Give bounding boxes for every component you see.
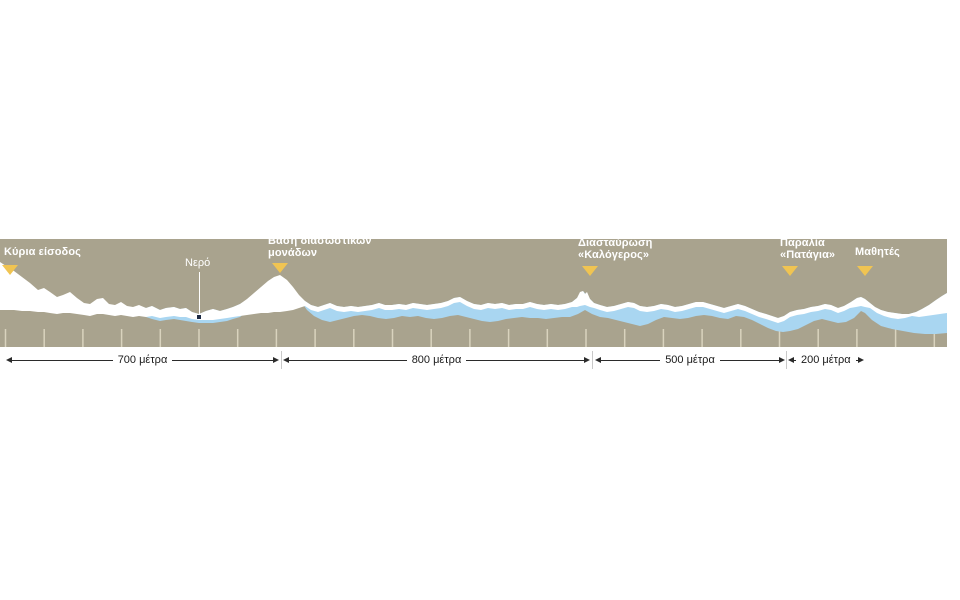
marker-label-kalogeros-crossing: Διασταύρωση «Καλόγερος» bbox=[578, 237, 653, 261]
dimension-line bbox=[719, 359, 779, 361]
dimension-line bbox=[289, 359, 407, 361]
segment-divider bbox=[786, 351, 787, 369]
water-point-dot bbox=[197, 315, 201, 319]
water-callout-label: Νερό bbox=[185, 257, 211, 269]
arrowhead-left-icon bbox=[788, 357, 794, 363]
distance-segment-700m: 700 μέτρα bbox=[6, 354, 279, 366]
dimension-line bbox=[12, 359, 113, 361]
dimension-line bbox=[172, 359, 273, 361]
distance-label: 800 μέτρα bbox=[411, 354, 462, 366]
arrowhead-right-icon bbox=[584, 357, 590, 363]
segment-divider bbox=[592, 351, 593, 369]
arrowhead-left-icon bbox=[283, 357, 289, 363]
arrowhead-right-icon bbox=[857, 357, 864, 363]
marker-label-main-entrance: Κύρια είσοδος bbox=[4, 246, 81, 258]
dimension-line bbox=[855, 359, 858, 361]
distance-segment-800m: 800 μέτρα bbox=[283, 354, 590, 366]
distance-label: 700 μέτρα bbox=[117, 354, 168, 366]
marker-label-students: Μαθητές bbox=[855, 246, 900, 258]
dimension-line bbox=[794, 359, 796, 361]
distance-ticks bbox=[4, 329, 936, 347]
water-callout-line bbox=[199, 272, 200, 315]
trail-profile bbox=[0, 262, 947, 323]
arrowhead-right-icon bbox=[273, 357, 279, 363]
map-pin-triangle-icon bbox=[782, 266, 798, 276]
marker-label-rescue-base: Βάση διασωστικών μονάδων bbox=[268, 235, 372, 259]
segment-divider bbox=[281, 351, 282, 369]
map-pin-triangle-icon bbox=[2, 265, 18, 275]
arrowhead-left-icon bbox=[6, 357, 12, 363]
map-pin-triangle-icon bbox=[582, 266, 598, 276]
distance-label: 200 μέτρα bbox=[801, 354, 851, 366]
distance-segment-500m: 500 μέτρα bbox=[595, 354, 785, 366]
dimension-line bbox=[601, 359, 661, 361]
dimension-line bbox=[466, 359, 584, 361]
marker-label-patagia-beach: Παραλία «Πατάγια» bbox=[780, 237, 836, 261]
distance-segment-200m: 200 μέτρα bbox=[788, 354, 864, 366]
map-pin-triangle-icon bbox=[272, 263, 288, 273]
arrowhead-right-icon bbox=[779, 357, 785, 363]
distance-label: 500 μέτρα bbox=[665, 354, 715, 366]
arrowhead-left-icon bbox=[595, 357, 601, 363]
map-pin-triangle-icon bbox=[857, 266, 873, 276]
